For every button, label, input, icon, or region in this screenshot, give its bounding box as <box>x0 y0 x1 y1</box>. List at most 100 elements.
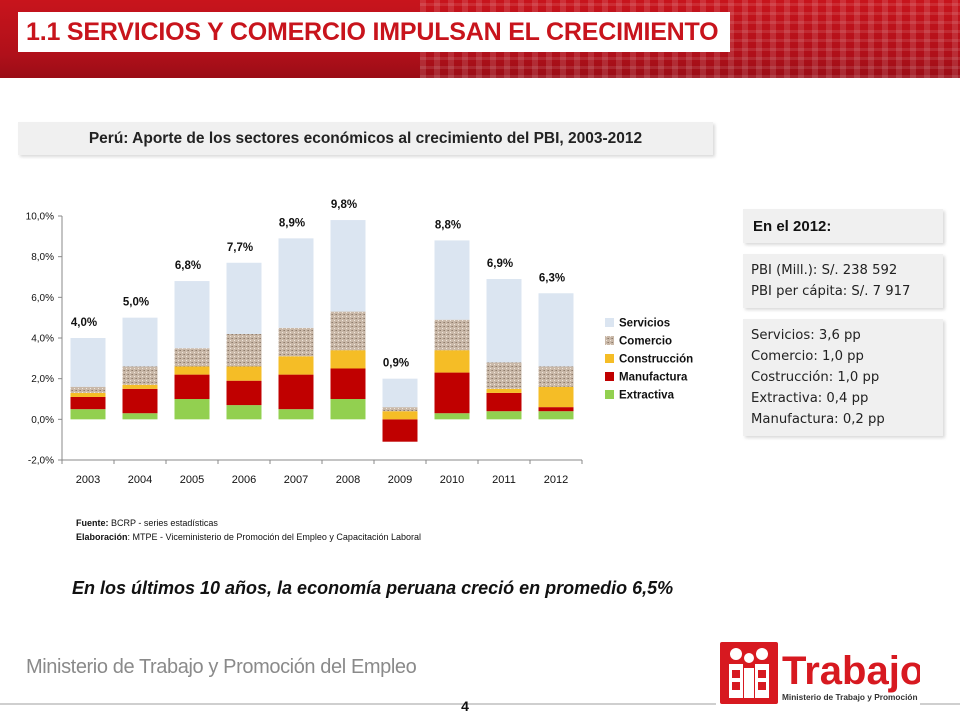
bar-segment-extractiva <box>330 399 366 420</box>
y-tick-label: 6,0% <box>31 293 54 304</box>
sector-servicios: Servicios: 3,6 pp <box>751 328 861 343</box>
bar-segment-comercio <box>434 319 470 351</box>
legend-label: Servicios <box>619 318 670 330</box>
bar-segment-servicios <box>70 338 106 387</box>
bar-segment-construccion <box>122 384 158 389</box>
y-tick-label: -2,0% <box>28 456 54 467</box>
total-label: 5,0% <box>123 297 149 309</box>
bar-segment-manufactura <box>122 388 158 414</box>
bar-segment-comercio <box>538 366 574 387</box>
side-heading: En el 2012: <box>743 209 943 243</box>
y-tick-label: 4,0% <box>31 334 54 345</box>
bar-segment-extractiva <box>434 413 470 420</box>
bar-segment-extractiva <box>278 409 314 420</box>
sector-manufactura: Manufactura: 0,2 pp <box>751 412 885 427</box>
legend-swatch <box>605 390 614 399</box>
footer-divider <box>0 703 960 705</box>
bar-segment-construccion <box>174 366 210 375</box>
bar-segment-manufactura <box>486 392 522 412</box>
bar-segment-construccion <box>434 350 470 373</box>
legend-swatch <box>605 354 614 363</box>
sector-comercio: Comercio: 1,0 pp <box>751 349 864 364</box>
x-tick-label: 2011 <box>492 474 516 486</box>
legend-label: Manufactura <box>619 372 688 384</box>
bar-segment-construccion <box>330 350 366 369</box>
bar-segment-manufactura <box>434 372 470 414</box>
stacked-bar-chart: 10,0% 8,0% 6,0% 4,0% 2,0% 0,0% -2,0% 2003 2004 20… <box>26 199 693 486</box>
x-tick-label: 2008 <box>336 474 360 486</box>
title-box: 1.1 SERVICIOS Y COMERCIO IMPULSAN EL CRE… <box>18 12 731 52</box>
bar-segment-servicios <box>122 317 158 367</box>
bar-segment-construccion <box>278 356 314 375</box>
bar-segment-manufactura <box>278 374 314 410</box>
x-tick-label: 2009 <box>388 474 412 486</box>
bar-segment-servicios <box>330 220 366 312</box>
pbi-total: PBI (Mill.): S/. 238 592 <box>751 263 898 278</box>
x-tick-label: 2007 <box>284 474 308 486</box>
bar-segment-comercio <box>278 327 314 357</box>
chart-subtitle: Perú: Aporte de los sectores económicos … <box>18 122 713 155</box>
bar-segment-construccion <box>70 392 106 397</box>
header-band: 1.1 SERVICIOS Y COMERCIO IMPULSAN EL CRE… <box>0 0 960 78</box>
bar-segment-construccion <box>226 366 262 381</box>
x-tick-label: 2006 <box>232 474 256 486</box>
bar-segment-comercio <box>382 407 418 412</box>
total-label: 6,3% <box>539 272 565 284</box>
total-label: 9,8% <box>331 199 357 211</box>
logo-graphic: Trabajo Ministerio de Trabajo y Promoció… <box>716 638 960 710</box>
legend-label: Extractiva <box>619 390 675 402</box>
x-tick-label: 2004 <box>128 474 152 486</box>
x-tick-label: 2012 <box>544 474 568 486</box>
bar-segment-comercio <box>70 386 106 393</box>
elaboration-label: Elaboración <box>76 532 128 542</box>
ministry-name: Ministerio de Trabajo y Promoción del Em… <box>26 656 417 678</box>
bar-segment-comercio <box>486 362 522 389</box>
elaboration-text: : MTPE - Viceministerio de Promoción del… <box>127 532 421 542</box>
total-label: 8,8% <box>435 219 461 231</box>
bar-segment-extractiva <box>538 411 574 420</box>
bar-segment-servicios <box>434 240 470 320</box>
conclusion-text: En los últimos 10 años, la economía peru… <box>72 578 674 598</box>
bar-segment-comercio <box>174 348 210 367</box>
bar-segment-manufactura <box>226 380 262 406</box>
bar-segment-comercio <box>122 366 158 385</box>
y-tick-label: 10,0% <box>26 212 54 223</box>
logo-subtitle: Ministerio de Trabajo y Promoción del Em… <box>782 692 920 702</box>
bar-segment-extractiva <box>122 413 158 420</box>
bar-segment-servicios <box>382 378 418 408</box>
source-text: BCRP - series estadísticas <box>108 518 218 528</box>
page-title: 1.1 SERVICIOS Y COMERCIO IMPULSAN EL CRE… <box>26 17 719 46</box>
bar-segment-manufactura <box>538 407 574 412</box>
bar-segment-extractiva <box>486 411 522 420</box>
trabajo-logo: Trabajo Ministerio de Trabajo y Promoció… <box>716 638 960 710</box>
bar-segment-servicios <box>538 293 574 367</box>
bar-segment-construccion <box>486 388 522 393</box>
total-label: 4,0% <box>71 317 97 329</box>
bar-segment-comercio <box>226 333 262 367</box>
sector-construccion: Costrucción: 1,0 pp <box>751 370 880 385</box>
bar-segment-servicios <box>226 262 262 334</box>
total-label: 6,8% <box>175 260 201 272</box>
page-number: 4 <box>461 698 469 714</box>
total-label: 8,9% <box>279 217 305 229</box>
bar-segment-extractiva <box>174 399 210 420</box>
pbi-box: PBI (Mill.): S/. 238 592 PBI per cápita:… <box>743 254 943 308</box>
bar-segment-manufactura <box>330 368 366 399</box>
x-tick-label: 2005 <box>180 474 204 486</box>
legend-label: Comercio <box>619 336 672 348</box>
total-label: 0,9% <box>383 358 409 370</box>
sector-box: Servicios: 3,6 pp Comercio: 1,0 pp Costr… <box>743 319 943 436</box>
bar-segment-manufactura <box>70 396 106 410</box>
bar-segment-extractiva <box>70 409 106 420</box>
y-tick-label: 0,0% <box>31 415 54 426</box>
legend-label: Construcción <box>619 354 693 366</box>
bar-segment-servicios <box>278 238 314 328</box>
source-label: Fuente: <box>76 518 109 528</box>
bar-segment-manufactura <box>382 419 418 442</box>
y-tick-label: 8,0% <box>31 252 54 263</box>
bar-segment-construccion <box>382 411 418 420</box>
source-note: Fuente: BCRP - series estadísticas Elabo… <box>76 516 421 544</box>
y-tick-label: 2,0% <box>31 374 54 385</box>
chart-area: 10,0% 8,0% 6,0% 4,0% 2,0% 0,0% -2,0% 2003 2004 20… <box>0 190 720 500</box>
bar-segment-servicios <box>174 281 210 349</box>
